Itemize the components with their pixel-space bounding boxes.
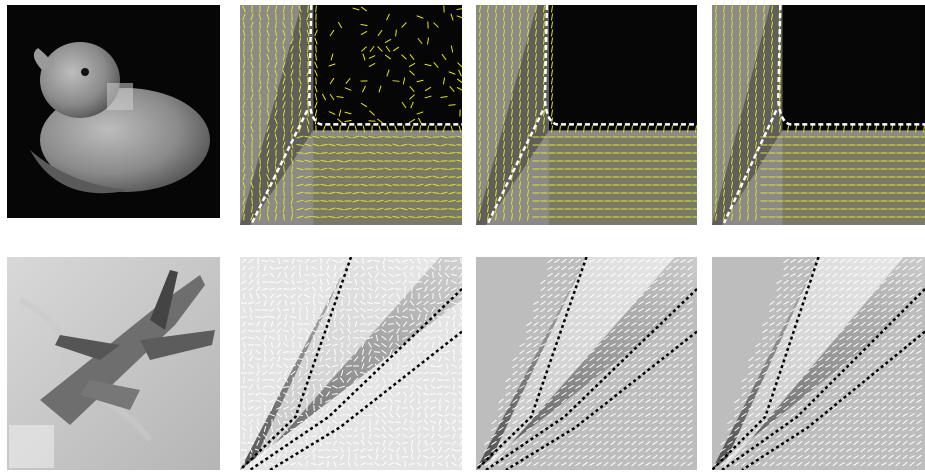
dark-region: [549, 5, 697, 130]
orientation-dash: [353, 217, 360, 218]
orientation-dash: [268, 102, 269, 109]
jet-image: [7, 257, 220, 470]
orientation-dash: [328, 461, 329, 467]
duck-image: [7, 5, 220, 218]
orientation-dash: [297, 324, 303, 325]
orientation-dash: [449, 209, 456, 210]
orientation-dash: [293, 391, 294, 397]
orientation-dash: [340, 126, 341, 133]
orientation-dash: [377, 177, 384, 178]
orientation-dash: [244, 433, 245, 439]
orientation-dash: [369, 121, 376, 122]
orientation-dash: [335, 433, 336, 439]
orientation-dash: [353, 153, 360, 154]
orientation-dash: [417, 217, 424, 218]
orientation-dash: [449, 105, 456, 106]
orientation-dash: [314, 398, 315, 404]
orientation-dash: [374, 352, 380, 353]
dark-region: [782, 5, 925, 130]
orientation-dash: [377, 161, 384, 162]
orientation-dash: [377, 137, 384, 138]
orientation-dash: [433, 209, 440, 210]
orientation-dash: [437, 380, 443, 381]
orientation-dash: [284, 198, 285, 205]
orientation-dash: [449, 217, 456, 218]
orientation-dash: [252, 30, 253, 37]
orientation-dash: [313, 161, 320, 162]
orientation-dash: [451, 373, 457, 374]
page: {}: [0, 0, 925, 472]
orientation-dash: [260, 158, 261, 165]
orientation-dash: [393, 185, 400, 186]
orientation-dash: [262, 310, 268, 311]
orientation-dash: [260, 70, 261, 77]
orientation-dash: [308, 102, 309, 109]
orientation-dash: [332, 394, 338, 395]
orientation-dash: [300, 265, 301, 271]
orientation-dash: [321, 193, 328, 194]
orientation-dash: [244, 363, 245, 369]
orientation-dash: [307, 461, 308, 467]
orientation-dash: [329, 201, 336, 202]
orientation-dash: [314, 405, 315, 411]
orientation-dash: [393, 81, 400, 82]
orientation-dash: [401, 153, 408, 154]
orientation-dash: [416, 282, 422, 283]
orientation-dash: [409, 310, 415, 311]
orientation-dash: [268, 206, 269, 213]
orientation-dash: [419, 398, 420, 404]
orientation-dash: [276, 54, 277, 61]
orientation-dash: [244, 118, 245, 125]
orientation-dash: [304, 324, 310, 325]
orientation-dash: [384, 300, 385, 306]
orientation-dash: [244, 293, 245, 299]
orientation-dash: [308, 6, 309, 13]
orientation-dash: [401, 201, 408, 202]
orientation-dash: [388, 261, 394, 262]
orientation-dash: [353, 338, 359, 339]
orientation-dash: [300, 307, 301, 313]
orientation-dash: [255, 401, 261, 402]
dark-region: [313, 5, 462, 130]
orientation-dash: [248, 324, 254, 325]
jet-zoom-panel: [476, 257, 697, 470]
orientation-dash: [436, 126, 437, 133]
orientation-dash: [321, 258, 322, 264]
orientation-dash: [304, 429, 310, 430]
orientation-dash: [268, 38, 269, 45]
orientation-dash: [444, 317, 450, 318]
orientation-dash: [447, 279, 448, 285]
orientation-dash: [447, 335, 448, 341]
orientation-dash: [353, 289, 359, 290]
orientation-dash: [260, 22, 261, 29]
orientation-dash: [441, 161, 448, 162]
orientation-dash: [367, 415, 373, 416]
orientation-dash: [248, 345, 254, 346]
orientation-dash: [313, 177, 320, 178]
orientation-dash: [377, 145, 384, 146]
orientation-dash: [433, 461, 434, 467]
jet-zoom-panel: [240, 257, 464, 470]
orientation-dash: [360, 324, 366, 325]
jet-zoom-panel: [712, 257, 925, 470]
orientation-dash: [283, 331, 289, 332]
orientation-dash: [374, 443, 380, 444]
orientation-dash: [441, 209, 448, 210]
orientation-dash: [337, 137, 344, 138]
orientation-dash: [318, 275, 324, 276]
orientation-dash: [440, 321, 441, 327]
orientation-dash: [369, 145, 376, 146]
orientation-dash: [401, 169, 408, 170]
zoom-panels: [240, 5, 925, 470]
orientation-dash: [433, 137, 440, 138]
orientation-dash: [385, 137, 392, 138]
orientation-dash: [284, 166, 285, 173]
orientation-dash: [337, 201, 344, 202]
orientation-dash: [262, 366, 268, 367]
figure-grid: [0, 0, 925, 472]
orientation-dash: [248, 394, 254, 395]
orientation-dash: [346, 366, 352, 367]
orientation-dash: [417, 177, 424, 178]
